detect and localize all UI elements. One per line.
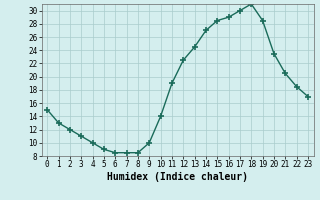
X-axis label: Humidex (Indice chaleur): Humidex (Indice chaleur) bbox=[107, 172, 248, 182]
